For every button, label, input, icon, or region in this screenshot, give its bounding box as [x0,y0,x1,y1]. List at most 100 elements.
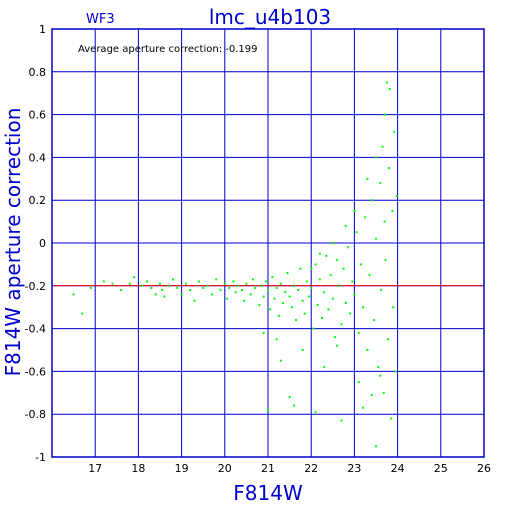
y-tick-label: -0.2 [25,280,46,293]
data-point [279,359,282,362]
y-tick-label: -0.4 [25,323,46,336]
data-point [193,299,196,302]
y-tick-label: 1 [39,23,46,36]
data-point [357,381,360,384]
data-point [232,280,235,283]
data-point [318,252,321,255]
data-point [267,408,269,411]
data-point [362,306,365,309]
data-point [377,366,380,369]
data-point [279,282,282,285]
data-point [362,406,365,409]
data-point [223,282,226,285]
data-point [375,445,377,448]
data-point [391,209,394,212]
data-point [202,286,205,289]
data-point [102,280,105,283]
data-point [312,327,315,330]
data-point [180,293,183,296]
data-point [331,242,334,244]
data-point [282,301,285,304]
y-tick-label: 0.8 [29,66,47,79]
data-point [368,274,371,277]
data-point [388,87,391,90]
data-point [344,301,347,304]
data-point [206,284,209,287]
data-point [215,278,218,281]
data-point [370,199,373,202]
data-point [154,293,157,296]
data-point [271,276,274,279]
data-point [379,182,382,185]
data-point [301,299,304,302]
data-point [288,396,291,399]
data-point [384,259,387,262]
data-point [357,331,360,334]
plot-frame [51,28,485,458]
data-point [310,267,313,270]
data-point [171,278,174,281]
data-point [370,393,373,396]
x-tick-label: 21 [261,462,275,475]
data-point [146,280,149,283]
data-point [323,291,326,294]
data-point [264,280,267,283]
data-point [321,316,323,319]
x-tick-label: 24 [391,462,405,475]
data-point [89,286,92,289]
data-point [275,338,278,341]
data-point [331,297,334,300]
data-point [392,306,395,309]
x-axis-title: F814W [233,481,303,505]
data-point [219,289,222,292]
data-point [176,286,179,289]
x-tick-label: 18 [131,462,145,475]
y-axis-title: F814W aperture correction [1,108,25,377]
data-point [167,284,170,287]
data-point [133,276,136,279]
chart-title: lmc_u4b103 [209,5,331,29]
data-point [184,282,187,285]
x-tick-label: 22 [304,462,318,475]
data-point [382,391,385,394]
data-point [375,237,377,240]
data-point [338,284,341,287]
data-point [277,314,280,317]
data-point [340,323,343,326]
data-point [245,282,248,285]
data-point [383,113,386,116]
data-point [318,278,321,281]
data-point [254,286,257,289]
data-point [303,312,306,315]
data-point [336,259,339,262]
data-point [353,293,356,296]
data-point [336,344,339,347]
data-point [393,130,396,133]
data-point [269,308,272,311]
data-point [243,299,246,302]
data-point [366,177,369,180]
data-point [241,289,244,292]
data-point [387,338,390,341]
y-tick-labels: -1 -0.8 -0.6 -0.4 -0.2 0 0.2 0.4 0.6 0.8 1 [25,23,46,464]
data-point [234,291,237,294]
data-point [375,156,377,159]
data-point [161,289,164,292]
x-tick-label: 23 [347,462,361,475]
x-tick-label: 17 [88,462,102,475]
data-point [395,194,398,197]
data-point [366,349,369,351]
x-tick-label: 25 [434,462,448,475]
data-point [327,308,330,311]
y-tick-label: 0 [39,237,46,250]
data-point [163,295,166,298]
data-point [81,312,84,315]
data-point [273,297,276,300]
data-point [383,220,386,223]
data-point [394,370,397,373]
data-point [344,224,347,227]
data-point [333,336,336,339]
data-point [355,231,358,234]
